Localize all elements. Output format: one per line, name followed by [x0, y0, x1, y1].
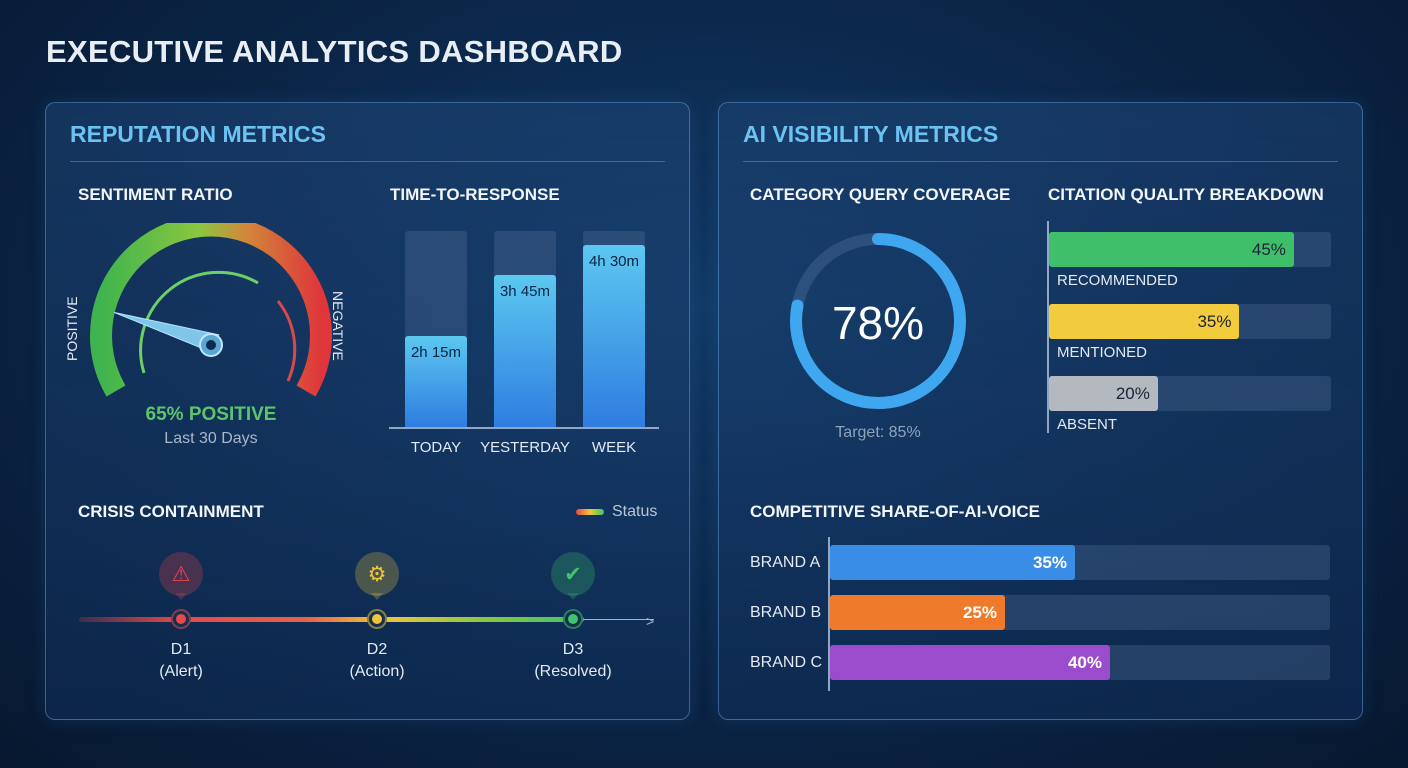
response-chart: 2h 15m TODAY 3h 45m YESTERDAY 4h 30m WEE… — [389, 231, 659, 456]
gauge-inner-arc-negative — [276, 300, 297, 382]
citation-label: MENTIONED — [1057, 344, 1147, 361]
response-bar-label: YESTERDAY — [480, 439, 570, 456]
response-bar — [494, 275, 556, 427]
share-bar-fill — [830, 545, 1075, 580]
response-title: TIME-TO-RESPONSE — [390, 185, 560, 204]
citation-bar: 45% — [1049, 232, 1331, 267]
divider — [70, 161, 665, 162]
citation-bar: 35% — [1049, 304, 1331, 339]
crisis-title: CRISIS CONTAINMENT — [78, 502, 264, 521]
coverage-target: Target: 85% — [835, 424, 921, 441]
share-bar: 40% — [830, 645, 1330, 680]
timeline-marker[interactable] — [367, 609, 387, 629]
citation-bar: 20% — [1049, 376, 1331, 411]
gauge-right-label: NEGATIVE — [330, 291, 346, 361]
step-state: (Resolved) — [534, 663, 612, 680]
gauge-inner-arc-positive — [139, 270, 259, 374]
timeline-marker[interactable] — [563, 609, 583, 629]
share-bar-fill — [830, 645, 1110, 680]
page-title: EXECUTIVE ANALYTICS DASHBOARD — [46, 34, 623, 69]
response-bar-label: TODAY — [410, 439, 462, 456]
share-value: 35% — [1032, 553, 1067, 572]
response-bar-value: 4h 30m — [588, 253, 640, 271]
coverage-arc — [790, 233, 966, 409]
alert-triangle-icon: ⚠ — [159, 552, 203, 596]
response-bar-value: 3h 45m — [499, 283, 551, 301]
citation-bar-fill — [1049, 376, 1158, 411]
share-bar: 35% — [830, 545, 1330, 580]
response-bar — [405, 336, 467, 427]
sentiment-title: SENTIMENT RATIO — [78, 185, 233, 204]
citation-value: 45% — [1251, 240, 1286, 259]
gauge-left-label: POSITIVE — [64, 296, 80, 361]
share-value: 25% — [962, 603, 997, 622]
citation-bar-fill — [1049, 232, 1294, 267]
divider — [743, 161, 1338, 162]
citation-label: RECOMMENDED — [1057, 272, 1178, 289]
step-day: D3 — [562, 641, 584, 658]
citation-title: CITATION QUALITY BREAKDOWN — [1048, 185, 1324, 204]
response-bar-label: WEEK — [591, 439, 637, 456]
coverage-value: 78% — [831, 297, 925, 349]
gear-icon: ⚙ — [355, 552, 399, 596]
coverage-donut — [790, 233, 966, 409]
coverage-title: CATEGORY QUERY COVERAGE — [750, 185, 1011, 204]
share-label: BRAND A — [750, 554, 821, 571]
legend-swatch — [576, 509, 604, 515]
share-label: BRAND C — [750, 654, 823, 671]
share-value: 40% — [1067, 653, 1102, 672]
timeline-track — [79, 617, 584, 622]
sentiment-period: Last 30 Days — [164, 430, 258, 447]
gauge-arc — [90, 223, 332, 397]
step-state: (Action) — [349, 663, 405, 680]
share-label: BRAND B — [750, 604, 822, 621]
gauge-needle — [114, 311, 220, 352]
citation-bar-fill — [1049, 304, 1240, 339]
timeline-marker[interactable] — [171, 609, 191, 629]
citation-value: 35% — [1197, 312, 1232, 331]
panel-title: AI VISIBILITY METRICS — [743, 121, 999, 147]
check-circle-icon: ✔ — [551, 552, 595, 596]
share-axis — [828, 537, 830, 691]
step-day: D2 — [366, 641, 388, 658]
citation-axis — [1047, 221, 1049, 433]
step-state: (Alert) — [159, 663, 203, 680]
citation-label: ABSENT — [1057, 416, 1118, 433]
step-day: D1 — [170, 641, 192, 658]
response-bar-value: 2h 15m — [410, 344, 462, 362]
reputation-panel: REPUTATION METRICS SENTIMENT RATIO POSIT… — [45, 102, 690, 720]
share-title: COMPETITIVE SHARE-OF-AI-VOICE — [750, 502, 1040, 521]
timeline-arrow-line — [584, 619, 654, 620]
sentiment-gauge — [90, 223, 332, 397]
response-bar — [583, 245, 645, 427]
sentiment-value: 65% POSITIVE — [145, 404, 277, 425]
share-bar-fill — [830, 595, 1005, 630]
arrow-right-icon: > — [646, 613, 655, 629]
citation-value: 20% — [1115, 384, 1150, 403]
share-bar: 25% — [830, 595, 1330, 630]
ai-visibility-panel: AI VISIBILITY METRICS CATEGORY QUERY COV… — [718, 102, 1363, 720]
panel-title: REPUTATION METRICS — [70, 121, 326, 147]
legend-label: Status — [612, 503, 658, 520]
